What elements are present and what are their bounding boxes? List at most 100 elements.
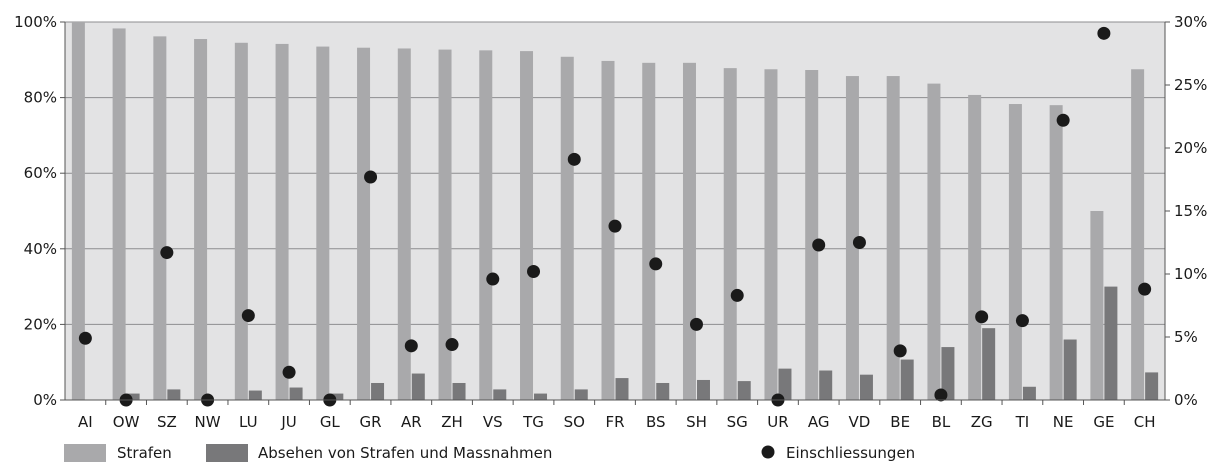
bar-absehen: [493, 389, 507, 400]
dot-einschliessungen: [1138, 282, 1152, 296]
x-tick-label: GE: [1093, 413, 1114, 431]
dot-einschliessungen: [404, 339, 418, 353]
dot-einschliessungen: [1056, 113, 1070, 127]
dot-einschliessungen: [241, 309, 255, 323]
legend-label-einschliessungen: Einschliessungen: [786, 444, 915, 462]
x-tick-label: SG: [727, 413, 748, 431]
x-tick-label: TI: [1015, 413, 1030, 431]
bar-strafen: [153, 36, 167, 400]
bar-strafen: [112, 28, 126, 401]
bar-strafen: [194, 39, 208, 400]
y-left-tick-label: 100%: [14, 13, 57, 31]
bar-strafen: [479, 50, 493, 400]
dot-einschliessungen: [527, 264, 541, 278]
bar-absehen: [452, 382, 466, 400]
y-right-tick-label: 25%: [1174, 76, 1207, 94]
plot-area: [65, 22, 1165, 400]
bar-absehen: [574, 389, 588, 400]
bar-strafen: [234, 42, 248, 400]
dot-einschliessungen: [445, 338, 459, 352]
x-tick-label: VS: [483, 413, 503, 431]
dot-einschliessungen: [689, 317, 703, 331]
bar-strafen: [520, 51, 534, 401]
x-tick-label: ZG: [971, 413, 993, 431]
bar-strafen: [1008, 104, 1022, 400]
bar-strafen: [438, 49, 452, 401]
x-tick-label: NW: [195, 413, 221, 431]
dot-einschliessungen: [567, 152, 581, 166]
bar-absehen: [982, 328, 996, 400]
bar-absehen: [534, 393, 548, 400]
y-right-tick-label: 10%: [1174, 265, 1207, 283]
dot-einschliessungen: [282, 365, 296, 379]
legend-swatch-strafen: [64, 444, 106, 462]
dot-einschliessungen: [934, 388, 948, 402]
bar-absehen: [1145, 372, 1159, 400]
bar-absehen: [941, 347, 955, 400]
y-right-tick-label: 30%: [1174, 13, 1207, 31]
dot-einschliessungen: [486, 272, 500, 286]
bar-absehen: [1022, 386, 1036, 400]
dot-einschliessungen: [852, 236, 866, 249]
x-tick-label: SZ: [157, 413, 177, 431]
x-tick-label: JU: [280, 413, 296, 431]
bar-strafen: [397, 48, 411, 401]
dot-einschliessungen: [1015, 314, 1029, 328]
x-tick-label: OW: [113, 413, 140, 431]
dot-einschliessungen: [730, 288, 744, 302]
bar-absehen: [737, 381, 751, 400]
x-tick-label: UR: [767, 413, 788, 431]
x-tick-label: TG: [522, 413, 544, 431]
bar-strafen: [805, 70, 819, 401]
dot-einschliessungen: [608, 219, 622, 233]
x-tick-label: AG: [808, 413, 830, 431]
bar-strafen: [927, 83, 941, 400]
bar-absehen: [1063, 339, 1077, 400]
y-right-tick-label: 0%: [1174, 391, 1198, 409]
bar-strafen: [968, 94, 982, 400]
bar-strafen: [316, 46, 330, 400]
bar-strafen: [1131, 69, 1145, 400]
dot-einschliessungen: [812, 238, 826, 252]
bar-absehen: [330, 393, 344, 400]
dot-einschliessungen: [160, 246, 174, 260]
bar-strafen: [275, 43, 289, 400]
x-tick-label: VD: [849, 413, 871, 431]
x-tick-label: NE: [1053, 413, 1074, 431]
bar-absehen: [248, 390, 262, 400]
bar-strafen: [1090, 211, 1104, 400]
bar-strafen: [357, 47, 371, 400]
y-right-tick-label: 20%: [1174, 139, 1207, 157]
x-tick-label: SH: [686, 413, 707, 431]
bar-absehen: [167, 389, 181, 400]
bar-strafen: [642, 62, 656, 400]
bar-absehen: [696, 379, 710, 400]
x-tick-label: CH: [1134, 413, 1156, 431]
bar-absehen: [778, 368, 792, 400]
y-left-tick-label: 40%: [24, 240, 57, 258]
bar-strafen: [682, 62, 696, 400]
legend-marker-einschliessungen: [761, 445, 775, 459]
bar-strafen: [764, 69, 778, 400]
x-tick-label: BS: [646, 413, 666, 431]
bar-absehen: [126, 393, 140, 400]
x-tick-label: BL: [932, 413, 951, 431]
bar-strafen: [723, 68, 737, 400]
bar-absehen: [819, 370, 833, 400]
bar-strafen: [845, 76, 859, 400]
x-tick-label: ZH: [441, 413, 463, 431]
x-tick-label: GR: [360, 413, 382, 431]
y-right-tick-label: 5%: [1174, 328, 1198, 346]
legend-swatch-absehen: [206, 444, 248, 462]
bar-absehen: [1104, 286, 1118, 400]
bar-strafen: [71, 22, 85, 400]
x-tick-label: GL: [320, 413, 341, 431]
dot-einschliessungen: [364, 170, 378, 184]
dot-einschliessungen: [975, 310, 989, 324]
x-tick-label: BE: [890, 413, 910, 431]
x-tick-label: AI: [78, 413, 93, 431]
y-left-tick-label: 60%: [24, 164, 57, 182]
dot-einschliessungen: [649, 257, 663, 271]
x-tick-label: AR: [401, 413, 422, 431]
